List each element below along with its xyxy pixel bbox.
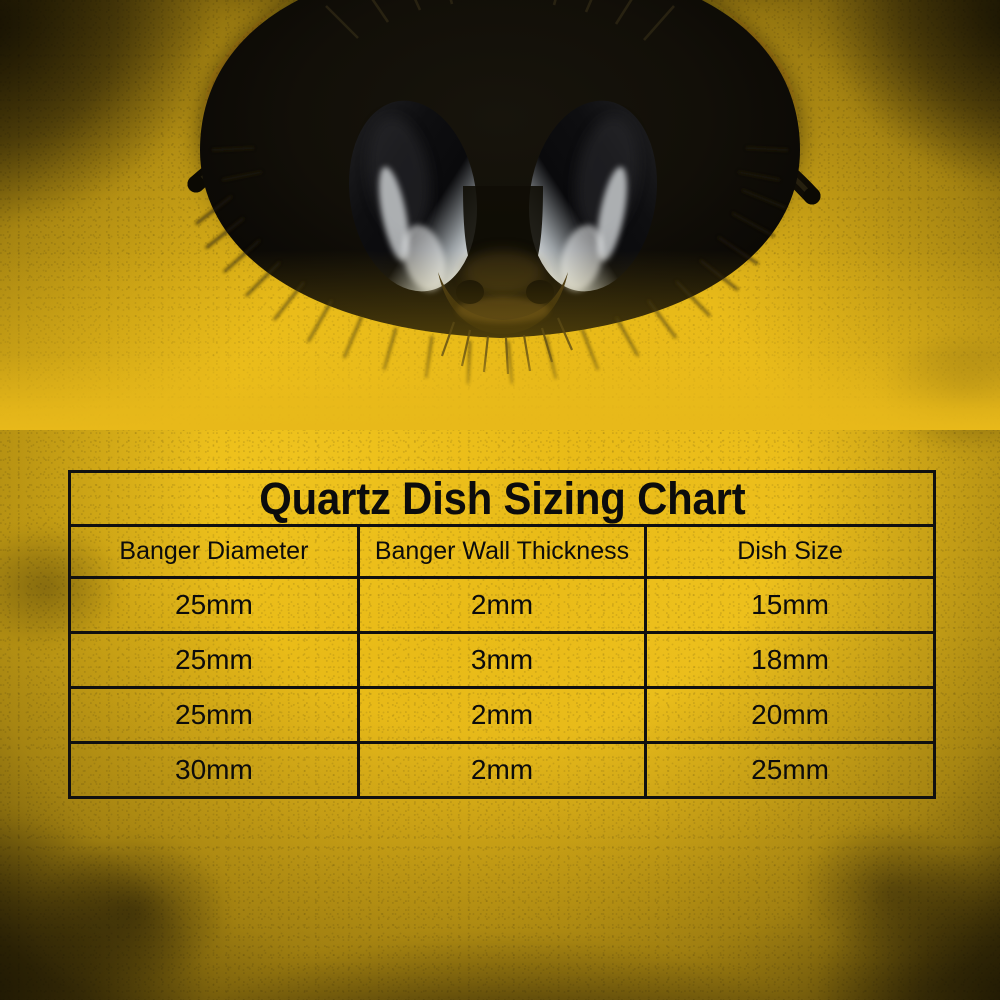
bee-illustration xyxy=(187,0,821,385)
cell-banger-diameter: 25mm xyxy=(71,632,360,689)
sizing-table: Quartz Dish Sizing Chart Banger Diameter… xyxy=(71,473,933,796)
page-title: Quartz Dish Sizing Chart xyxy=(258,472,746,524)
bee-eye-left xyxy=(348,100,478,292)
table-row: 25mm 2mm 20mm xyxy=(71,687,933,744)
cell-banger-diameter: 25mm xyxy=(71,577,360,634)
bee-eye-right xyxy=(528,100,658,292)
cell-dish-size: 15mm xyxy=(645,577,933,634)
column-header-dish-size: Dish Size xyxy=(645,525,933,579)
bee-top-fuzz xyxy=(325,0,675,41)
table-row: 30mm 2mm 25mm xyxy=(71,742,933,796)
cell-banger-wall-thickness: 2mm xyxy=(358,742,648,796)
column-header-banger-diameter: Banger Diameter xyxy=(71,525,360,579)
cell-dish-size: 18mm xyxy=(645,632,933,689)
table-row: 25mm 2mm 15mm xyxy=(71,577,933,634)
table-row: 25mm 3mm 18mm xyxy=(71,632,933,689)
quartz-dish-sizing-chart: Quartz Dish Sizing Chart Banger Diameter… xyxy=(68,470,936,799)
cell-banger-wall-thickness: 2mm xyxy=(358,577,648,634)
cell-banger-wall-thickness: 2mm xyxy=(358,687,648,744)
table-title-row: Quartz Dish Sizing Chart xyxy=(71,472,933,527)
cell-banger-diameter: 30mm xyxy=(71,742,360,796)
bee-head-photo xyxy=(0,0,1000,420)
cell-dish-size: 25mm xyxy=(751,753,829,785)
cell-dish-size: 20mm xyxy=(645,687,933,744)
cell-banger-diameter: 25mm xyxy=(71,687,360,744)
chart-title-cell: Quartz Dish Sizing Chart xyxy=(71,472,933,527)
table-header-row: Banger Diameter Banger Wall Thickness Di… xyxy=(71,525,933,579)
column-header-banger-wall-thickness: Banger Wall Thickness xyxy=(358,525,648,579)
cell-banger-wall-thickness: 3mm xyxy=(358,632,648,689)
